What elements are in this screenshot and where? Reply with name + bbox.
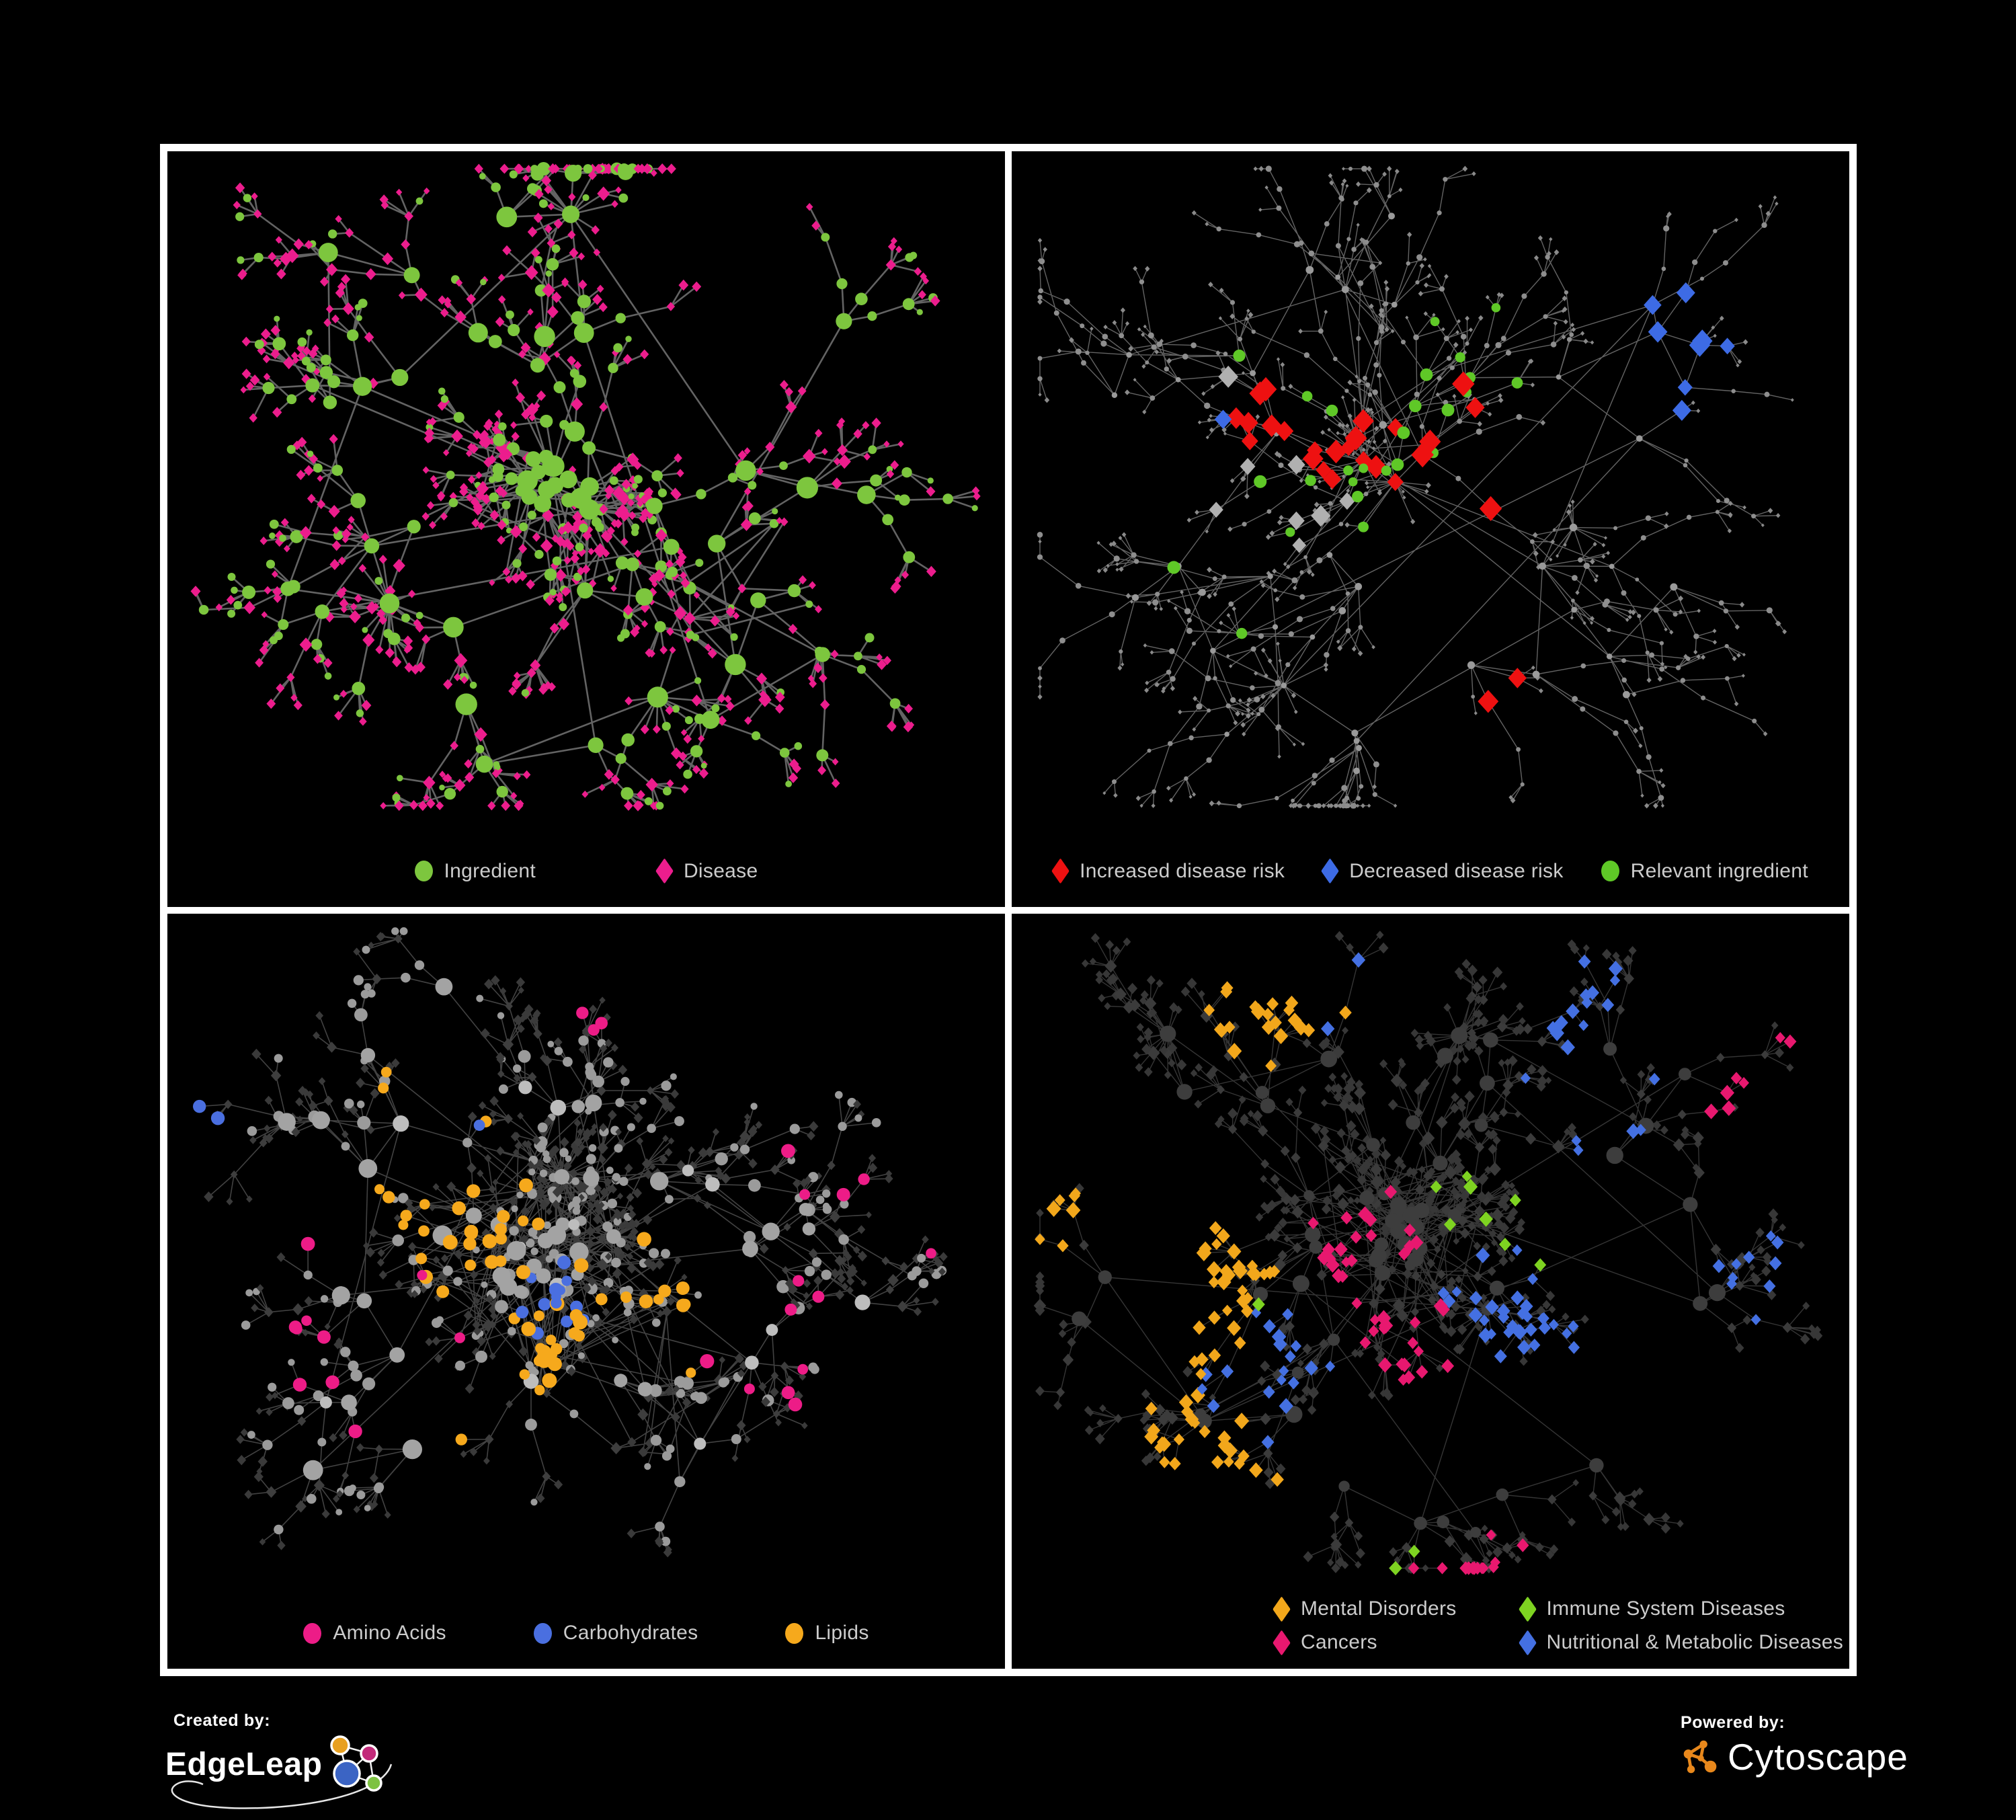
ingredient-marker-icon bbox=[414, 861, 433, 881]
legend-item-cancers: Cancers bbox=[1273, 1629, 1457, 1656]
legend-item-nutritional-metabolic-diseases: Nutritional & Metabolic Diseases bbox=[1518, 1629, 1843, 1656]
legend-ingredient-disease: Ingredient Disease bbox=[167, 858, 1005, 884]
legend-item-carbohydrates: Carbohydrates bbox=[533, 1622, 698, 1645]
legend-label: Decreased disease risk bbox=[1349, 859, 1564, 882]
legend-item-ingredient: Ingredient bbox=[414, 859, 536, 883]
legend-label: Cancers bbox=[1301, 1631, 1377, 1653]
cancers-marker-icon bbox=[1273, 1629, 1291, 1656]
immune-diseases-marker-icon bbox=[1518, 1595, 1537, 1622]
powered-by-label: Powered by: bbox=[1681, 1713, 1785, 1732]
legend-disease-risk: Increased disease risk Decreased disease… bbox=[1012, 858, 1849, 884]
network-nutrient-classes bbox=[193, 926, 948, 1557]
legend-item-amino-acids: Amino Acids bbox=[303, 1622, 446, 1645]
legend-label: Nutritional & Metabolic Diseases bbox=[1546, 1631, 1843, 1653]
created-by-label: Created by: bbox=[173, 1711, 271, 1730]
legend-item-increased-risk: Increased disease risk bbox=[1051, 858, 1285, 884]
legend-item-relevant-ingredient: Relevant ingredient bbox=[1601, 860, 1808, 883]
legend-disease-categories: Mental Disorders Immune System Diseases … bbox=[1273, 1595, 1843, 1656]
panel-grid: Ingredient Disease Increased disease ris… bbox=[160, 144, 1857, 1676]
cytoscape-brand-text: Cytoscape bbox=[1728, 1736, 1908, 1778]
panel-disease-categories: Mental Disorders Immune System Diseases … bbox=[1012, 913, 1849, 1669]
edgeleap-wordmark: EdgeLeap bbox=[165, 1735, 393, 1809]
legend-label: Ingredient bbox=[444, 859, 536, 882]
panel-ingredient-disease: Ingredient Disease bbox=[167, 151, 1005, 907]
carbohydrates-marker-icon bbox=[533, 1622, 552, 1644]
legend-item-lipids: Lipids bbox=[785, 1622, 869, 1645]
edgeleap-swoosh bbox=[171, 1764, 393, 1809]
increased-risk-marker-icon bbox=[1051, 858, 1070, 884]
network-ingredient-disease bbox=[190, 162, 981, 812]
legend-label: Increased disease risk bbox=[1080, 859, 1285, 882]
legend-label: Lipids bbox=[815, 1622, 869, 1644]
relevant-ingredient-marker-icon bbox=[1601, 861, 1619, 881]
lipids-marker-icon bbox=[785, 1622, 804, 1644]
panel-disease-risk: Increased disease risk Decreased disease… bbox=[1012, 151, 1849, 907]
decreased-risk-marker-icon bbox=[1321, 858, 1340, 884]
legend-item-decreased-risk: Decreased disease risk bbox=[1321, 858, 1564, 884]
legend-label: Amino Acids bbox=[333, 1622, 446, 1644]
edgeleap-logo: Created by: EdgeLeap bbox=[164, 1711, 419, 1820]
legend-item-immune-system-diseases: Immune System Diseases bbox=[1518, 1595, 1843, 1622]
panel-nutrient-classes: Amino Acids Carbohydrates Lipids bbox=[167, 913, 1005, 1669]
cytoscape-logo: Powered by: Cytoscape bbox=[1679, 1713, 1908, 1778]
legend-item-mental-disorders: Mental Disorders bbox=[1273, 1595, 1457, 1622]
legend-label: Mental Disorders bbox=[1301, 1597, 1457, 1620]
legend-label: Relevant ingredient bbox=[1630, 859, 1808, 882]
legend-label: Disease bbox=[683, 859, 758, 882]
mental-disorders-marker-icon bbox=[1273, 1595, 1291, 1622]
cytoscape-network-icon bbox=[1683, 1740, 1717, 1774]
legend-item-disease: Disease bbox=[655, 858, 758, 884]
network-disease-categories bbox=[1033, 930, 1823, 1575]
legend-nutrient-classes: Amino Acids Carbohydrates Lipids bbox=[167, 1622, 1005, 1645]
amino-acids-marker-icon bbox=[303, 1622, 322, 1644]
legend-label: Immune System Diseases bbox=[1546, 1597, 1785, 1620]
disease-marker-icon bbox=[655, 858, 674, 884]
legend-label: Carbohydrates bbox=[563, 1622, 698, 1644]
nutritional-metabolic-marker-icon bbox=[1518, 1629, 1537, 1656]
network-disease-risk bbox=[1037, 165, 1794, 809]
edgeleap-brand-text: EdgeLeap bbox=[165, 1747, 322, 1782]
edgeleap-network-icon bbox=[330, 1735, 382, 1792]
